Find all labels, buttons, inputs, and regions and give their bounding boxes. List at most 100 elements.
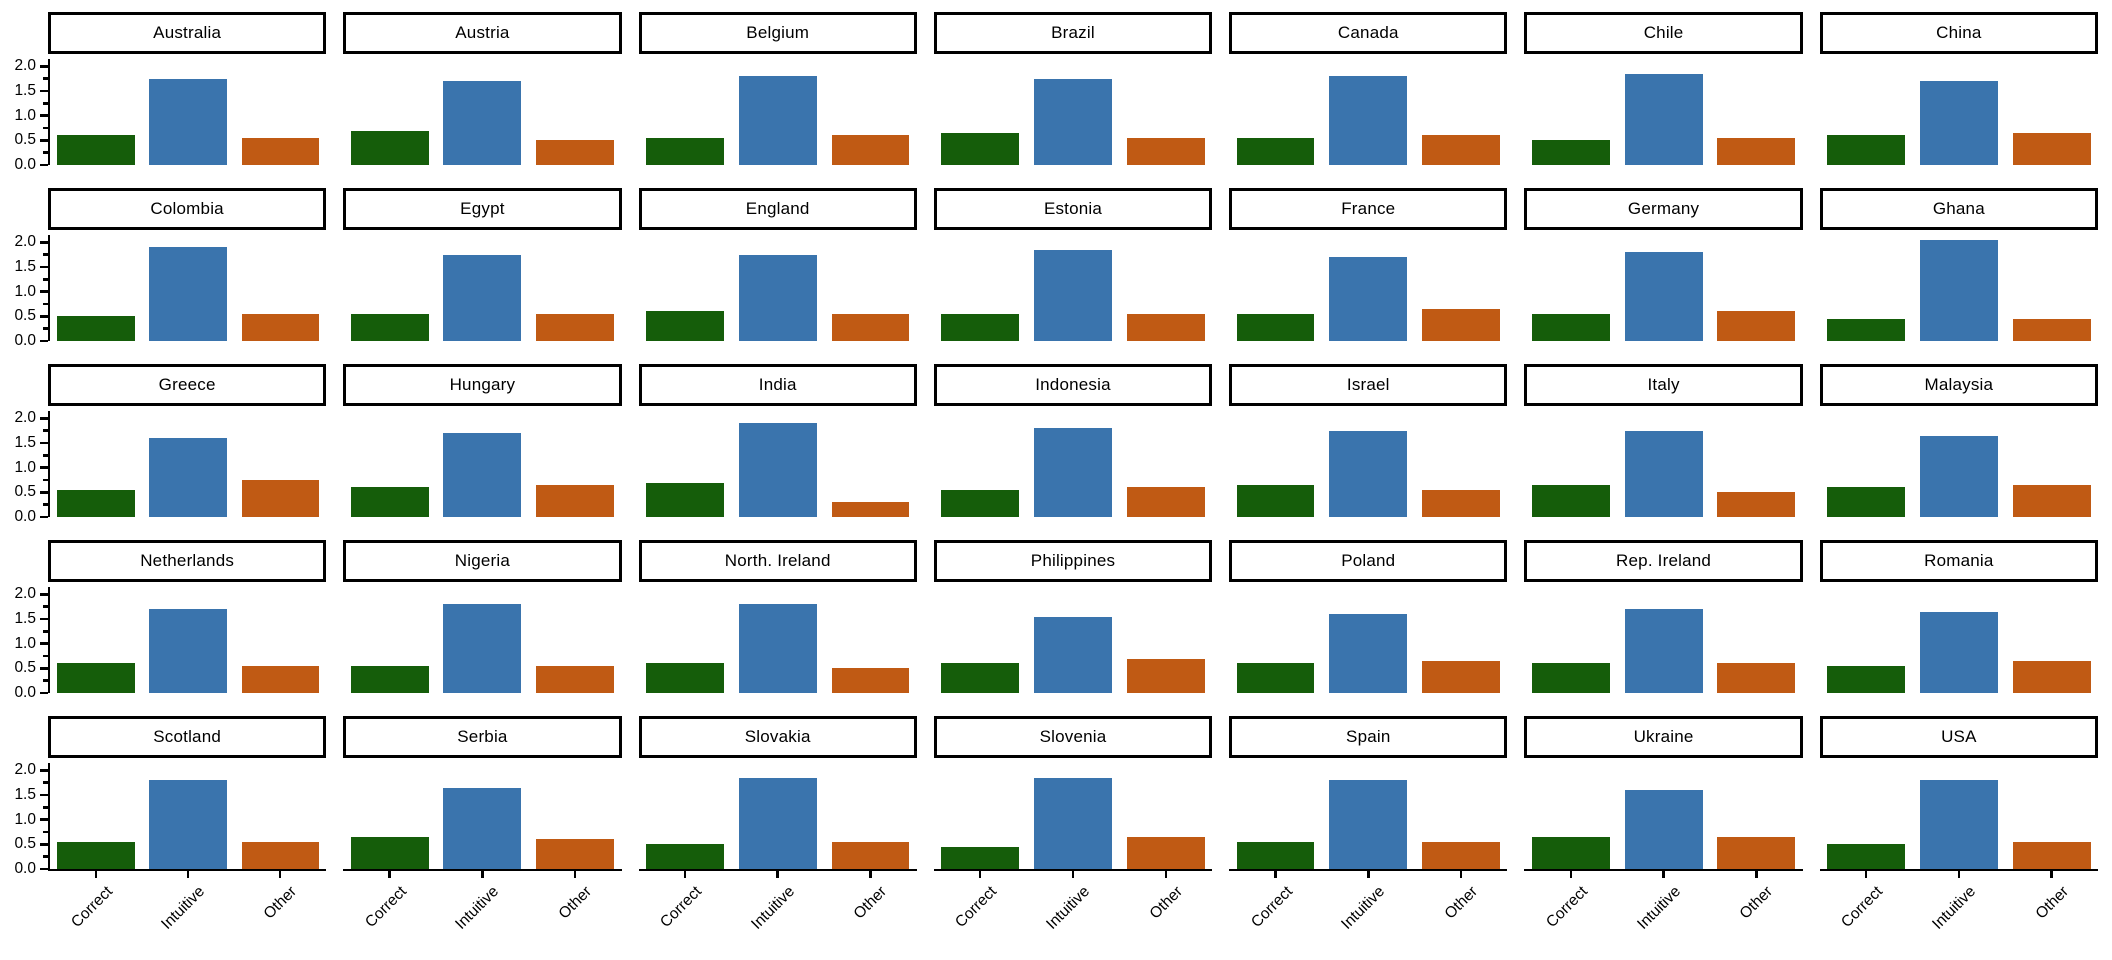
facet-panel-scotland: Scotland 2.0 1.5 1.0 0.5 0.0 Correct Intuitive…: [14, 716, 327, 933]
y-axis-tick: [39, 290, 48, 293]
bar-intuitive: [443, 787, 522, 869]
y-axis-tick: [39, 515, 48, 519]
facet-country-label: Egypt: [460, 199, 505, 218]
facet-country-label: Poland: [1341, 551, 1396, 570]
facet-country-label: Romania: [1924, 551, 1994, 570]
facet-plot-area: [343, 411, 621, 517]
facet-country-label: Rep. Ireland: [1616, 551, 1712, 570]
y-axis-tick: [39, 617, 48, 621]
facet-plot-area: 2.0 1.5 1.0 0.5 0.0: [14, 409, 326, 525]
y-axis-tick: [39, 163, 48, 167]
bar-correct: [645, 663, 724, 693]
bar-correct: [941, 663, 1020, 693]
bar-other: [1126, 313, 1205, 341]
facet-strip: Malaysia: [1819, 364, 2098, 406]
facet-country-label: Chile: [1643, 23, 1684, 42]
facet-country-label: Australia: [153, 23, 222, 42]
bar-other: [1126, 137, 1205, 165]
y-axis-minor-tick: [42, 278, 48, 281]
facet-plot-area: [934, 411, 1212, 517]
facet-strip: Belgium: [638, 12, 917, 54]
bar-other: [241, 841, 319, 869]
x-axis-label-intuitive: Intuitive: [747, 883, 798, 933]
facet-strip: China: [1819, 12, 2098, 54]
bar-other: [2012, 661, 2091, 693]
bar-intuitive: [443, 433, 522, 517]
y-axis-tick: [39, 642, 48, 645]
bar-intuitive: [149, 247, 227, 341]
x-axis-label-intuitive: Intuitive: [1338, 883, 1389, 933]
bar-intuitive: [738, 777, 817, 869]
x-axis-label-other: Other: [1736, 883, 1777, 923]
bar-intuitive: [1919, 611, 1998, 693]
facet-strip: France: [1229, 188, 1508, 230]
bar-other: [536, 839, 615, 869]
facet-strip: Spain: [1229, 716, 1508, 758]
facet-strip: Serbia: [343, 716, 622, 758]
facet-country-label: North. Ireland: [724, 551, 831, 570]
facet-strip: Rep. Ireland: [1524, 540, 1803, 582]
y-axis-tick-label: 0.5: [14, 483, 36, 501]
facet-panel-serbia: Serbia Correct Intuitive Other: [343, 716, 622, 933]
facet-strip: Brazil: [933, 12, 1213, 54]
y-axis-tick: [39, 139, 48, 142]
facet-plot-area: [639, 59, 917, 165]
y-axis-tick: [39, 441, 48, 445]
y-axis-minor-tick: [42, 781, 48, 784]
bar-correct: [1827, 135, 1906, 165]
facet-plot-area: [1229, 587, 1507, 693]
facet-plot-area: [1524, 587, 1802, 693]
y-axis-minor-tick: [42, 630, 48, 633]
x-axis-label-correct: Correct: [1838, 883, 1887, 931]
facet-panel-philippines: Philippines: [933, 540, 1213, 693]
facet-country-label: Ghana: [1932, 199, 1985, 218]
y-axis-tick-label: 1.5: [14, 610, 36, 628]
bar-correct: [57, 135, 135, 165]
y-axis-tick: [39, 818, 48, 821]
bar-intuitive: [443, 604, 522, 693]
bar-other: [831, 841, 910, 869]
y-axis-minor-tick: [42, 302, 48, 306]
facet-country-label: Ukraine: [1633, 727, 1694, 746]
facet-strip: Canada: [1229, 12, 1508, 54]
facet-strip: Germany: [1524, 188, 1803, 230]
facet-country-label: India: [758, 375, 797, 394]
facet-plot-area: [1524, 59, 1802, 165]
bar-correct: [350, 487, 429, 517]
x-axis-label-correct: Correct: [1247, 883, 1296, 931]
facet-panel-china: China: [1819, 12, 2098, 165]
facet-plot-area: [639, 587, 917, 693]
x-axis-label-other: Other: [1146, 883, 1186, 923]
x-axis-tick: [776, 869, 779, 878]
facet-panel-israel: Israel: [1229, 364, 1508, 517]
x-axis-tick: [1164, 869, 1167, 878]
y-axis-tick: [39, 769, 48, 772]
bar-intuitive: [1329, 780, 1408, 869]
bar-other: [1126, 658, 1205, 693]
bar-intuitive: [443, 254, 522, 341]
facet-country-label: China: [1936, 23, 1982, 42]
y-axis-tick: [39, 793, 48, 797]
y-axis-minor-tick: [42, 855, 48, 858]
bar-other: [1717, 137, 1796, 165]
x-axis-tick: [978, 869, 982, 878]
bar-other: [2012, 318, 2091, 341]
facet-country-label: Colombia: [150, 199, 224, 218]
y-axis-tick-label: 1.0: [14, 810, 36, 828]
y-axis-minor-tick: [42, 806, 48, 809]
bar-correct: [941, 846, 1020, 869]
facet-plot-area: Correct Intuitive Other: [1524, 763, 1803, 933]
facet-strip: Slovakia: [638, 716, 917, 758]
x-axis-tick: [1662, 869, 1665, 878]
x-axis-tick: [1864, 869, 1868, 878]
bar-correct: [1827, 487, 1906, 517]
facet-country-label: France: [1341, 199, 1396, 218]
y-axis-tick-label: 2.0: [14, 761, 36, 779]
y-axis-tick-label: 2.0: [14, 57, 36, 75]
x-axis-tick: [2050, 869, 2053, 878]
bar-intuitive: [738, 423, 817, 517]
facet-plot-area: [343, 587, 621, 693]
y-axis-tick-label: 0.5: [14, 131, 36, 149]
bar-correct: [941, 313, 1020, 341]
